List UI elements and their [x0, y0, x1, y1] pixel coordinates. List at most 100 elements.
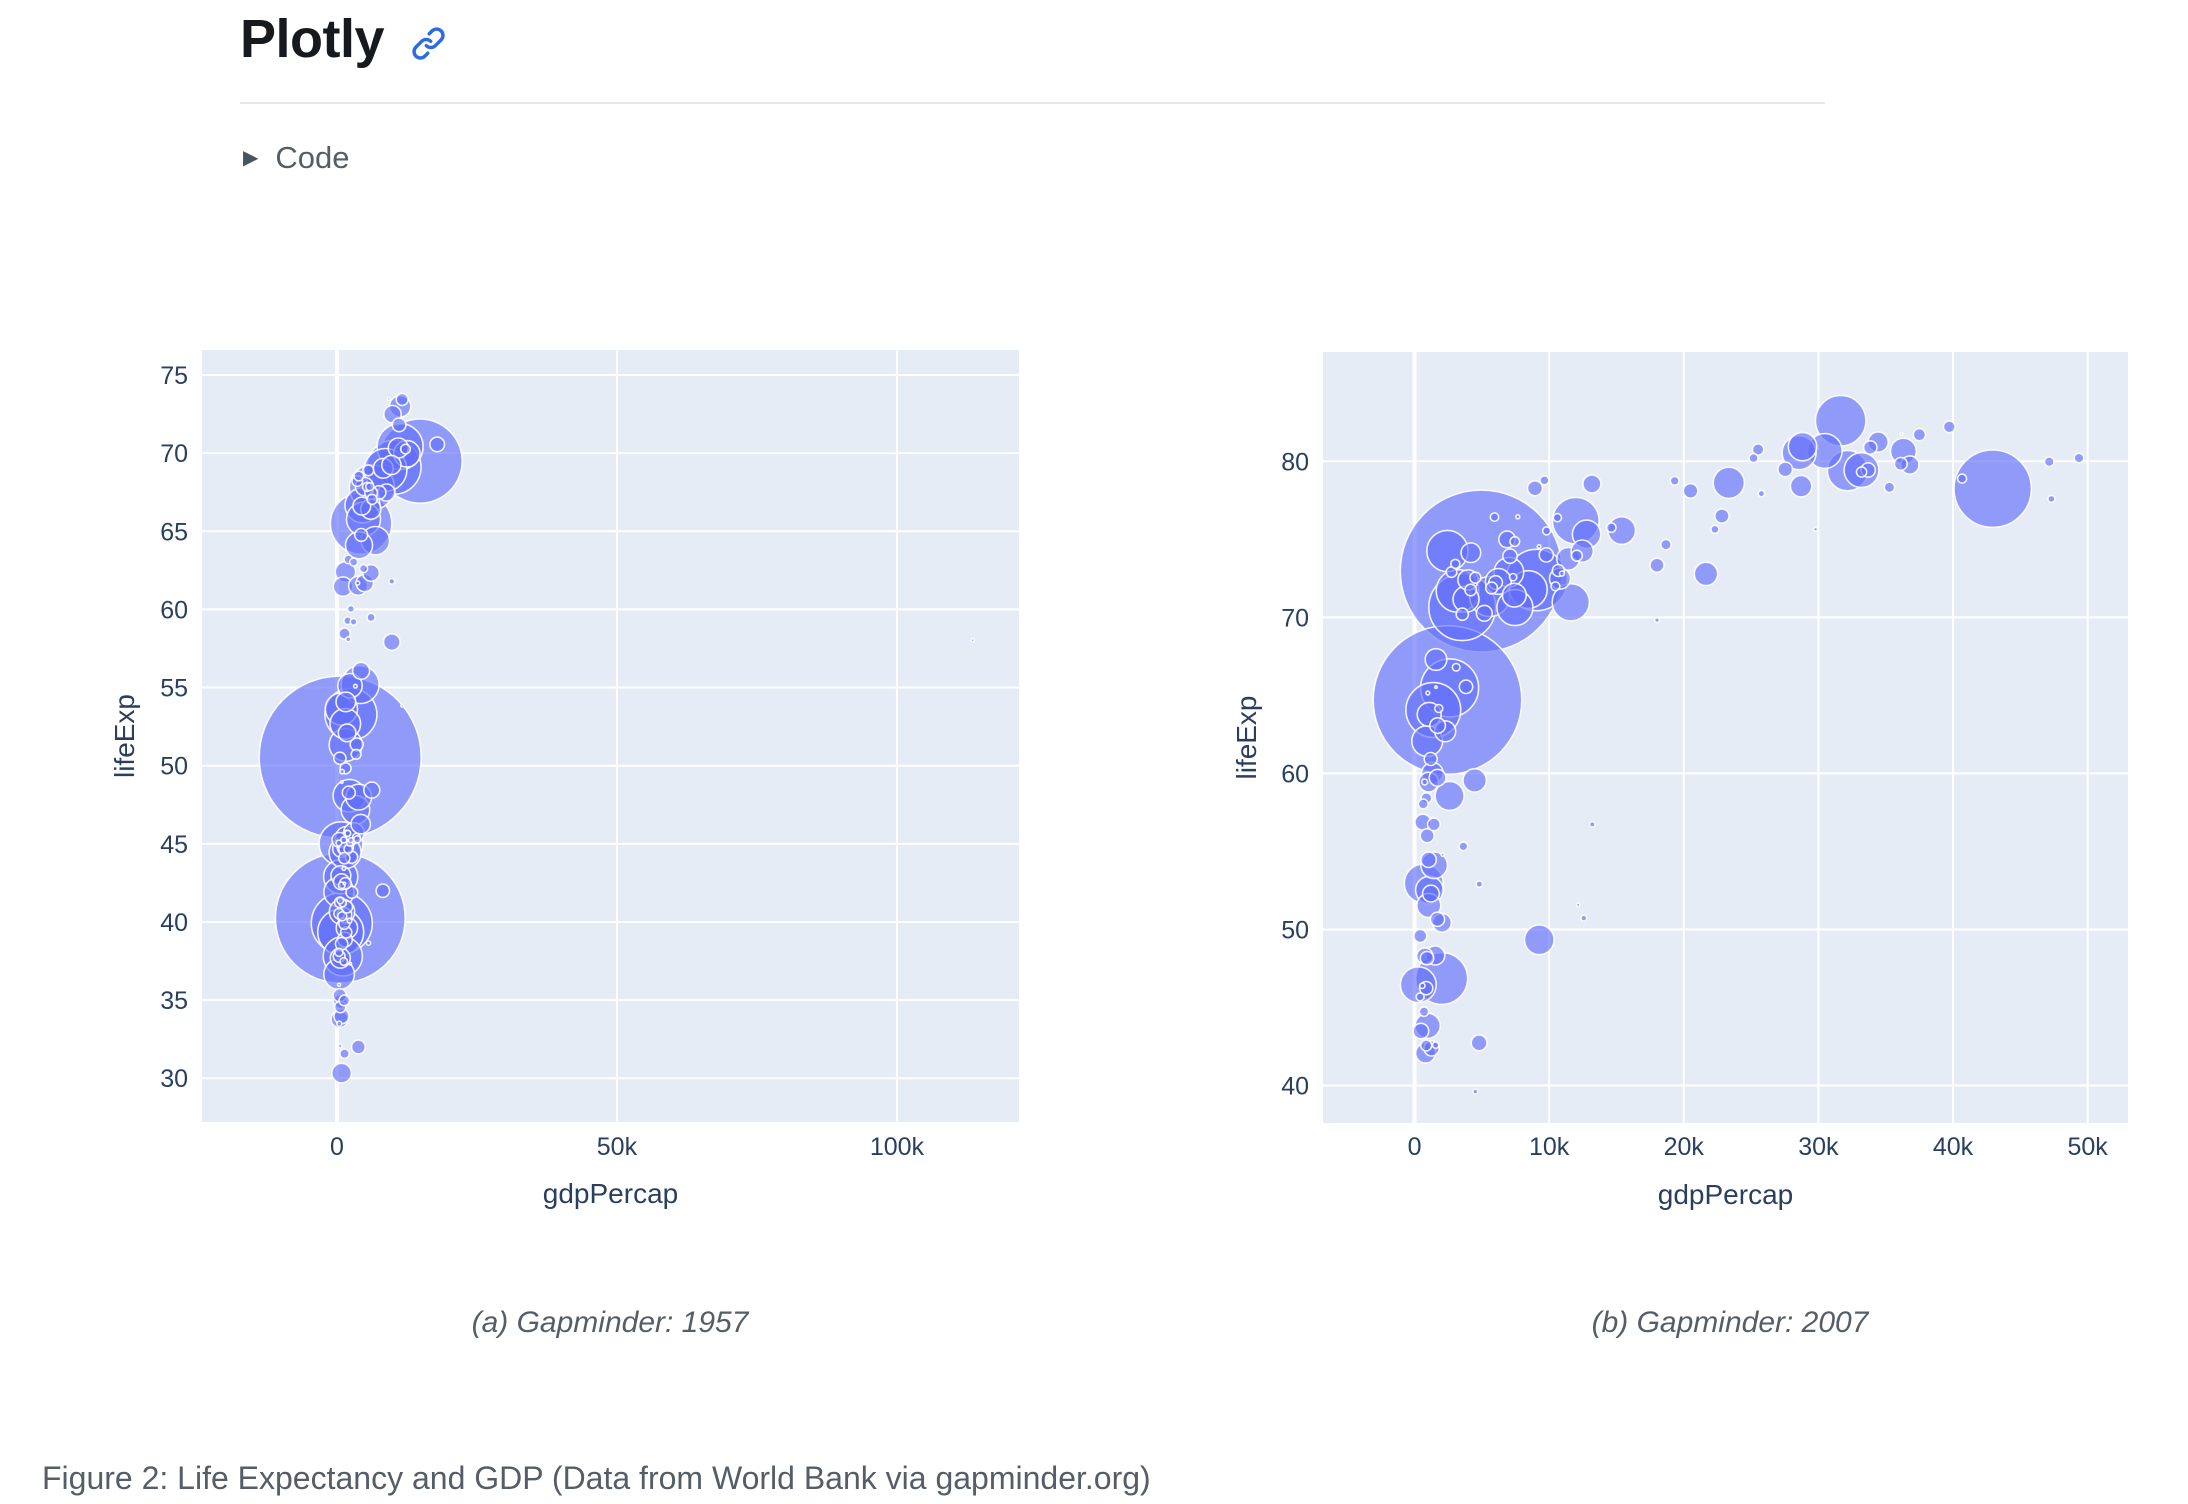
bubble[interactable]: [970, 637, 976, 643]
bubble[interactable]: [1538, 547, 1555, 563]
bubble[interactable]: [1660, 538, 1673, 551]
bubble[interactable]: [1653, 616, 1661, 624]
bubble[interactable]: [1423, 751, 1438, 767]
bubble[interactable]: [1412, 1022, 1430, 1040]
bubble[interactable]: [1693, 561, 1719, 587]
bubble[interactable]: [1789, 474, 1813, 498]
bubble[interactable]: [1588, 820, 1596, 828]
bubble[interactable]: [1508, 572, 1518, 582]
bubble[interactable]: [1605, 522, 1617, 534]
bubble[interactable]: [1558, 570, 1566, 577]
bubble[interactable]: [1464, 583, 1478, 597]
bubble[interactable]: [1536, 543, 1542, 550]
bubble[interactable]: [339, 780, 344, 785]
bubble[interactable]: [337, 851, 351, 865]
bubble[interactable]: [1425, 690, 1431, 696]
bubble[interactable]: [1862, 439, 1878, 455]
bubble[interactable]: [1710, 524, 1720, 535]
bubble[interactable]: [345, 885, 359, 900]
bubble[interactable]: [348, 961, 353, 966]
bubble[interactable]: [1489, 512, 1500, 523]
bubble[interactable]: [1451, 662, 1461, 672]
bubble[interactable]: [338, 994, 351, 1007]
bubble[interactable]: [336, 1020, 343, 1028]
bubble[interactable]: [1475, 880, 1484, 889]
bubble[interactable]: [1455, 607, 1470, 622]
bubble[interactable]: [337, 1043, 343, 1049]
bubble[interactable]: [1426, 817, 1441, 832]
bubble[interactable]: [1420, 851, 1438, 869]
bubble[interactable]: [344, 635, 352, 643]
bubble[interactable]: [1552, 512, 1563, 523]
bubble[interactable]: [1431, 1041, 1440, 1050]
bubble[interactable]: [1418, 1006, 1430, 1018]
bubble[interactable]: [347, 836, 355, 844]
bubble[interactable]: [1419, 1039, 1433, 1052]
bubble[interactable]: [1469, 571, 1482, 585]
bubble[interactable]: [364, 481, 375, 492]
bubble[interactable]: [1502, 548, 1519, 565]
bubble[interactable]: [1912, 427, 1927, 442]
bubble[interactable]: [1428, 768, 1447, 787]
bubble[interactable]: [1777, 461, 1794, 478]
bubble[interactable]: [1417, 798, 1429, 810]
bubble[interactable]: [331, 1062, 353, 1084]
bubble[interactable]: [1714, 508, 1730, 524]
bubble[interactable]: [1580, 914, 1588, 922]
bubble[interactable]: [349, 617, 358, 627]
bubble[interactable]: [1893, 456, 1909, 472]
bubble[interactable]: [391, 417, 407, 433]
bubble[interactable]: [1649, 557, 1665, 574]
bubble[interactable]: [332, 751, 347, 766]
bubble[interactable]: [1953, 449, 2033, 529]
bubble[interactable]: [400, 703, 405, 708]
bubble[interactable]: [1855, 466, 1868, 478]
bubble[interactable]: [334, 947, 344, 958]
bubble[interactable]: [1434, 685, 1439, 690]
bubble[interactable]: [351, 661, 371, 681]
link-icon[interactable]: [410, 25, 447, 62]
bubble[interactable]: [352, 683, 359, 689]
bubble[interactable]: [1434, 703, 1444, 714]
bubble[interactable]: [362, 781, 381, 799]
bubble[interactable]: [1429, 911, 1446, 928]
chart-2007[interactable]: 40 50 60 70 80 0 10k 20k 30k 40k 50k gdpPercap lifeE…: [1220, 330, 2188, 1220]
bubble[interactable]: [362, 464, 375, 477]
bubble[interactable]: [1812, 526, 1819, 532]
bubble[interactable]: [346, 917, 353, 924]
bubble[interactable]: [350, 1039, 367, 1055]
bubble[interactable]: [1434, 780, 1465, 812]
bubble[interactable]: [354, 580, 361, 586]
bubble[interactable]: [358, 563, 369, 574]
bubble[interactable]: [388, 577, 396, 585]
bubble[interactable]: [1450, 558, 1461, 570]
bubble[interactable]: [1787, 431, 1818, 462]
bubble[interactable]: [1541, 526, 1552, 536]
bubble[interactable]: [336, 910, 348, 922]
chart-1957[interactable]: 30 35 40 45 50 55 60 65 70 75 0 50k 100k gdpPercap lif…: [60, 330, 1120, 1220]
bubble[interactable]: [344, 829, 352, 838]
bubble[interactable]: [1748, 452, 1759, 464]
bubble[interactable]: [1460, 542, 1482, 564]
bubble[interactable]: [1899, 431, 1904, 436]
bubble[interactable]: [342, 881, 347, 886]
bubble[interactable]: [1415, 992, 1425, 1002]
bubble[interactable]: [1526, 479, 1544, 497]
bubble[interactable]: [336, 982, 342, 988]
bubble[interactable]: [399, 443, 412, 455]
bubble[interactable]: [335, 839, 343, 847]
bubble[interactable]: [382, 632, 401, 652]
bubble[interactable]: [1420, 778, 1429, 786]
bubble[interactable]: [1551, 582, 1591, 622]
bubble[interactable]: [1883, 481, 1896, 494]
bubble[interactable]: [1475, 604, 1494, 622]
bubble[interactable]: [1570, 549, 1584, 563]
bubble[interactable]: [352, 834, 362, 844]
bubble[interactable]: [1470, 1034, 1488, 1052]
bubble[interactable]: [346, 604, 356, 614]
bubble[interactable]: [1419, 950, 1435, 966]
bubble[interactable]: [1428, 716, 1447, 735]
bubble[interactable]: [366, 612, 376, 623]
bubble[interactable]: [1523, 924, 1555, 956]
bubble[interactable]: [2047, 494, 2056, 504]
